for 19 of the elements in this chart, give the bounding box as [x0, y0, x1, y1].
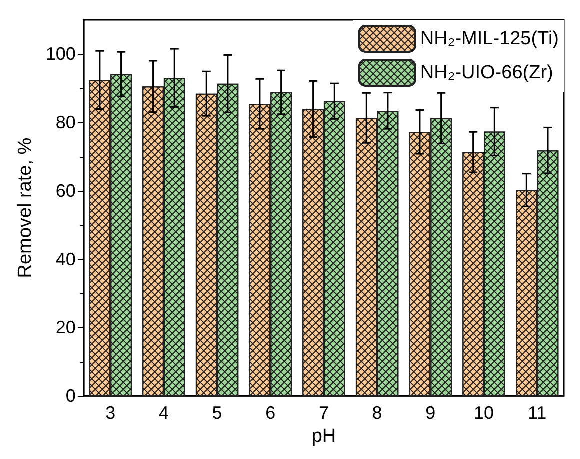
x-tick-label: 10: [474, 403, 494, 424]
x-axis-title: pH: [312, 426, 336, 447]
y-axis-title: Removel rate, %: [15, 138, 36, 278]
y-tick-label: 60: [56, 180, 76, 201]
y-tick-label: 80: [56, 112, 76, 133]
legend-label: NH₂-UIO-66(Zr): [420, 62, 554, 84]
y-tick-label: 20: [56, 318, 76, 338]
x-tick-label: 5: [212, 403, 222, 424]
x-tick-label: 6: [266, 403, 276, 424]
x-tick-label: 9: [426, 403, 436, 424]
x-tick-label: 8: [372, 403, 382, 424]
x-tick-label: 4: [158, 403, 169, 424]
legend-label: NH₂-MIL-125(Ti): [420, 28, 560, 50]
x-tick-label: 3: [106, 403, 116, 424]
y-tick-label: 0: [66, 386, 76, 406]
y-tick-label: 40: [56, 249, 76, 270]
x-tick-label: 11: [528, 403, 547, 424]
y-tick-label: 100: [46, 44, 76, 64]
x-tick-label: 7: [318, 403, 329, 424]
